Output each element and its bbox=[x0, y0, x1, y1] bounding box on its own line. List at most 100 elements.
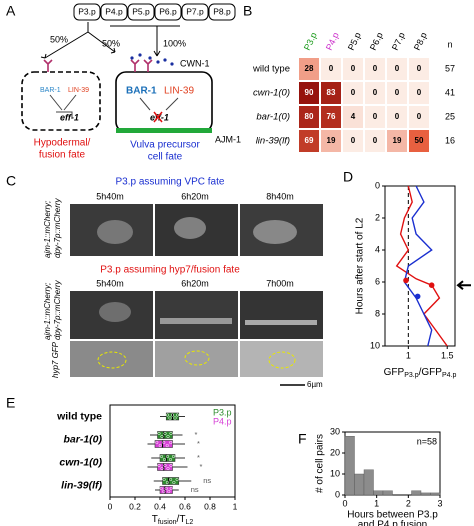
heatmap-cell bbox=[343, 106, 363, 128]
receptor bbox=[130, 59, 153, 72]
x-tick-label: 0.2 bbox=[129, 501, 141, 511]
cell-box bbox=[208, 3, 236, 21]
cell-value: 0 bbox=[329, 64, 334, 73]
ligand bbox=[130, 53, 174, 66]
cell-signal bbox=[253, 220, 297, 244]
cell-label: P3.p bbox=[78, 6, 96, 16]
heatmap-cell bbox=[365, 130, 385, 152]
heatmap-cell bbox=[409, 106, 429, 128]
y-tick-label: 8 bbox=[375, 308, 380, 318]
row-label: ajm-1::mCherry; dpy-7p::mCherry bbox=[43, 279, 62, 340]
significance: * bbox=[200, 462, 203, 471]
time-label: 5h40m bbox=[96, 278, 124, 288]
significance: * bbox=[197, 439, 200, 448]
x-tick-label: 1.5 bbox=[441, 350, 454, 360]
arrow bbox=[110, 25, 180, 57]
point bbox=[414, 293, 421, 300]
dot bbox=[163, 463, 167, 468]
row-label: dpy-7p::mCherry bbox=[53, 279, 62, 340]
y-tick-label: 0 bbox=[375, 180, 380, 190]
dot bbox=[155, 440, 159, 445]
x-axis-title: GFPP3.p/GFPP4.p bbox=[384, 367, 457, 379]
dot bbox=[168, 416, 172, 420]
heatmap-cell bbox=[409, 58, 429, 80]
cell-value: 0 bbox=[373, 64, 378, 73]
column-label: P4.p bbox=[324, 31, 341, 52]
arrow bbox=[456, 280, 471, 290]
cell-signal bbox=[160, 318, 232, 324]
cell bbox=[115, 71, 213, 133]
row-label: dpy-7p::mCherry bbox=[53, 197, 62, 258]
dot bbox=[159, 486, 163, 491]
dot bbox=[157, 463, 161, 468]
bar bbox=[354, 473, 365, 496]
label: BAR-1 bbox=[40, 87, 61, 94]
cell-value: 19 bbox=[393, 136, 402, 145]
cell-box bbox=[181, 3, 209, 21]
column-label: P6.p bbox=[368, 31, 385, 52]
heatmap-cell bbox=[299, 130, 319, 152]
category-label: bar-1(0) bbox=[63, 433, 102, 445]
cell-value: 0 bbox=[395, 88, 400, 97]
dot bbox=[168, 457, 173, 462]
bar bbox=[344, 436, 355, 496]
dot bbox=[169, 463, 173, 468]
panel-label: E bbox=[6, 395, 15, 411]
cell-value: 0 bbox=[417, 112, 422, 121]
panel-label: D bbox=[343, 169, 353, 185]
x-tick-label: 0 bbox=[342, 498, 347, 508]
row-title: P3.p assuming hyp7/fusion fate bbox=[100, 265, 240, 276]
heatmap-cell bbox=[387, 106, 407, 128]
dot bbox=[162, 440, 166, 445]
dot bbox=[165, 443, 169, 448]
micrograph bbox=[155, 341, 238, 377]
row-label: cwn-1(0) bbox=[253, 88, 290, 99]
heatmap-cell bbox=[321, 130, 341, 152]
dot bbox=[166, 466, 170, 471]
x-axis-title-part: P4.p bbox=[442, 372, 457, 379]
category-label: wild type bbox=[56, 410, 102, 422]
cell-value: 0 bbox=[373, 112, 378, 121]
cell-value: 0 bbox=[395, 112, 400, 121]
x-axis-title-part: /GFP bbox=[419, 367, 443, 378]
percent: 50% bbox=[50, 34, 68, 44]
dot bbox=[162, 477, 166, 482]
time-label: 6h20m bbox=[181, 191, 209, 201]
dot bbox=[159, 454, 164, 459]
time-label: 6h20m bbox=[181, 278, 209, 288]
cell-signal bbox=[97, 220, 133, 244]
cell-label: P8.p bbox=[213, 6, 231, 16]
dot bbox=[169, 486, 173, 491]
row-label: hyp7 GFP bbox=[51, 341, 60, 378]
dot bbox=[164, 486, 168, 491]
dot bbox=[169, 440, 173, 445]
bar bbox=[411, 490, 422, 496]
dot bbox=[175, 477, 179, 482]
micrograph bbox=[155, 291, 238, 339]
cell-value: 0 bbox=[373, 136, 378, 145]
cell-value: 4 bbox=[351, 112, 356, 121]
y-tick-label: 10 bbox=[370, 340, 380, 350]
cell-value: 80 bbox=[305, 112, 314, 121]
x-tick-label: 3 bbox=[437, 498, 442, 508]
percent: 100% bbox=[163, 38, 186, 48]
significance: * bbox=[197, 453, 200, 462]
percent: 50% bbox=[102, 38, 120, 48]
x-tick-label: 0.6 bbox=[179, 501, 191, 511]
row-label: ajm-1::mCherry; bbox=[43, 201, 52, 258]
fate-label: Vulva precursor bbox=[130, 140, 200, 151]
cell-value: 0 bbox=[417, 64, 422, 73]
cell-value: 28 bbox=[305, 64, 314, 73]
dot bbox=[162, 489, 166, 494]
cell-box bbox=[100, 3, 128, 21]
dot bbox=[171, 454, 176, 459]
arrow bbox=[49, 94, 77, 117]
x-tick-label: 1 bbox=[406, 350, 411, 360]
heatmap-cell bbox=[387, 130, 407, 152]
line-series bbox=[395, 185, 448, 347]
column-label: P7.p bbox=[390, 31, 407, 52]
heatmap-cell bbox=[365, 106, 385, 128]
diagram: P3.p P4.p P5.p P6.p P7.p P8.p 50% 50% 100% BA… bbox=[21, 3, 241, 163]
dot bbox=[175, 413, 180, 417]
column-label: P8.p bbox=[412, 31, 429, 52]
